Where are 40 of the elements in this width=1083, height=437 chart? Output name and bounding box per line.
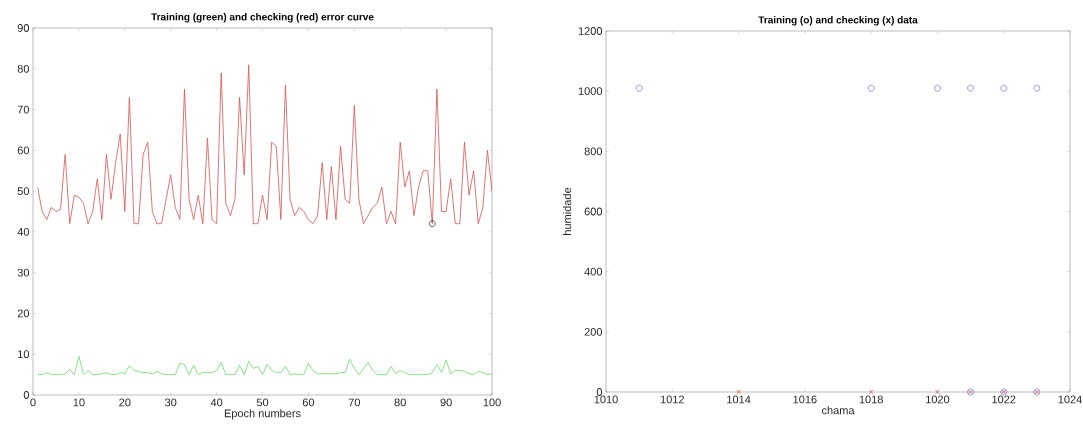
x-axis-title: chama bbox=[821, 406, 855, 415]
x-tick-label: 40 bbox=[210, 398, 223, 407]
chart-title: Training (green) and checking (red) error curve bbox=[151, 13, 374, 23]
x-tick-label: 60 bbox=[302, 398, 315, 407]
x-tick-label: 1024 bbox=[1058, 395, 1082, 404]
x-tick-label: 1016 bbox=[793, 395, 817, 404]
x-tick-label: 1014 bbox=[727, 395, 751, 404]
x-tick-label: 1020 bbox=[926, 395, 950, 404]
chart-title: Training (o) and checking (x) data bbox=[758, 16, 918, 26]
y-tick-label: 20 bbox=[17, 309, 30, 318]
x-tick-label: 10 bbox=[73, 398, 85, 407]
y-tick-label: 60 bbox=[17, 146, 30, 155]
y-tick-label: 600 bbox=[584, 207, 603, 216]
y-tick-label: 400 bbox=[584, 267, 603, 276]
x-tick-label: 80 bbox=[394, 398, 406, 407]
x-tick-label: 70 bbox=[348, 398, 360, 407]
y-tick-label: 90 bbox=[17, 24, 30, 32]
y-tick-label: 1200 bbox=[578, 27, 603, 35]
x-tick-label: 1018 bbox=[859, 395, 883, 404]
y-tick-label: 50 bbox=[17, 187, 30, 196]
y-tick-label: 0 bbox=[596, 388, 603, 396]
x-tick-label: 20 bbox=[119, 398, 131, 407]
y-tick-label: 800 bbox=[584, 147, 603, 156]
x-tick-label: 1012 bbox=[660, 395, 684, 404]
x-tick-label: 100 bbox=[483, 398, 501, 407]
y-tick-label: 200 bbox=[584, 327, 603, 336]
x-axis-title: Epoch numbers bbox=[224, 409, 301, 420]
x-tick-label: 1022 bbox=[992, 395, 1016, 404]
y-tick-label: 40 bbox=[17, 228, 30, 236]
x-tick-label: 30 bbox=[165, 398, 177, 407]
x-tick-label: 90 bbox=[440, 398, 452, 407]
x-tick-label: 1010 bbox=[594, 395, 618, 404]
y-tick-label: 80 bbox=[17, 64, 30, 73]
y-tick-label: 1000 bbox=[578, 87, 603, 96]
x-tick-label: 0 bbox=[30, 398, 36, 407]
y-tick-label: 30 bbox=[17, 268, 30, 277]
y-tick-label: 70 bbox=[17, 105, 30, 114]
y-tick-label: 10 bbox=[18, 350, 30, 359]
y-axis-title: humidade bbox=[563, 187, 572, 235]
x-tick-label: 50 bbox=[256, 398, 269, 407]
